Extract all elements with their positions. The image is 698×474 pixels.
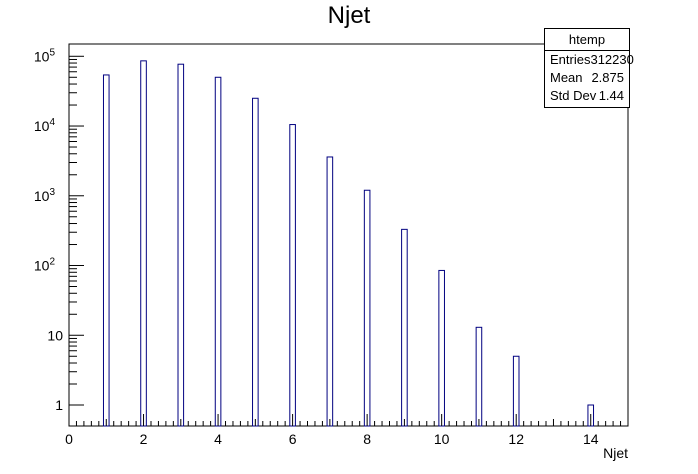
x-tick-label: 4	[214, 431, 222, 447]
histogram-bar	[363, 189, 371, 427]
x-tick-label: 2	[140, 431, 148, 447]
y-tick-label: 1	[55, 397, 63, 413]
x-tick-label: 8	[363, 431, 371, 447]
y-tick-label: 102	[34, 257, 56, 274]
histogram-bar	[438, 269, 445, 427]
stats-value-entries: 312230	[590, 52, 634, 67]
stats-value-mean: 2.875	[591, 70, 624, 85]
x-tick-label: 0	[65, 431, 73, 447]
chart-title: Njet	[327, 2, 371, 29]
stats-label-mean: Mean	[550, 70, 583, 85]
histogram-bar	[214, 76, 222, 427]
stats-label-entries: Entries	[550, 52, 591, 67]
histogram-bar	[177, 63, 185, 427]
histogram-bar	[140, 60, 147, 427]
x-tick-label: 10	[434, 431, 450, 447]
histogram-bar	[401, 228, 408, 427]
x-tick-label: 6	[289, 431, 297, 447]
x-tick-label: 14	[583, 431, 599, 447]
x-tick-label: 12	[508, 431, 524, 447]
histogram-bar	[289, 124, 296, 427]
histogram-bar	[475, 326, 483, 427]
stats-value-stddev: 1.44	[598, 88, 624, 103]
histogram-bar	[252, 97, 259, 427]
stats-box-name: htemp	[545, 29, 629, 51]
stats-row-mean: Mean 2.875	[545, 69, 629, 87]
stats-row-entries: Entries 312230	[545, 51, 634, 69]
y-tick-label: 104	[34, 117, 56, 134]
x-axis-label: Njet	[603, 445, 628, 461]
histogram-bar	[102, 74, 110, 427]
stats-row-stddev: Std Dev 1.44	[545, 87, 629, 105]
y-tick-label: 103	[34, 187, 56, 204]
y-tick-label: 105	[34, 47, 56, 64]
stats-label-stddev: Std Dev	[550, 88, 597, 103]
stats-box: htemp Entries 312230 Mean 2.875 Std Dev …	[544, 28, 634, 108]
histogram-bar	[326, 156, 334, 427]
y-tick-label: 10	[47, 327, 63, 343]
plot-frame	[68, 43, 629, 427]
